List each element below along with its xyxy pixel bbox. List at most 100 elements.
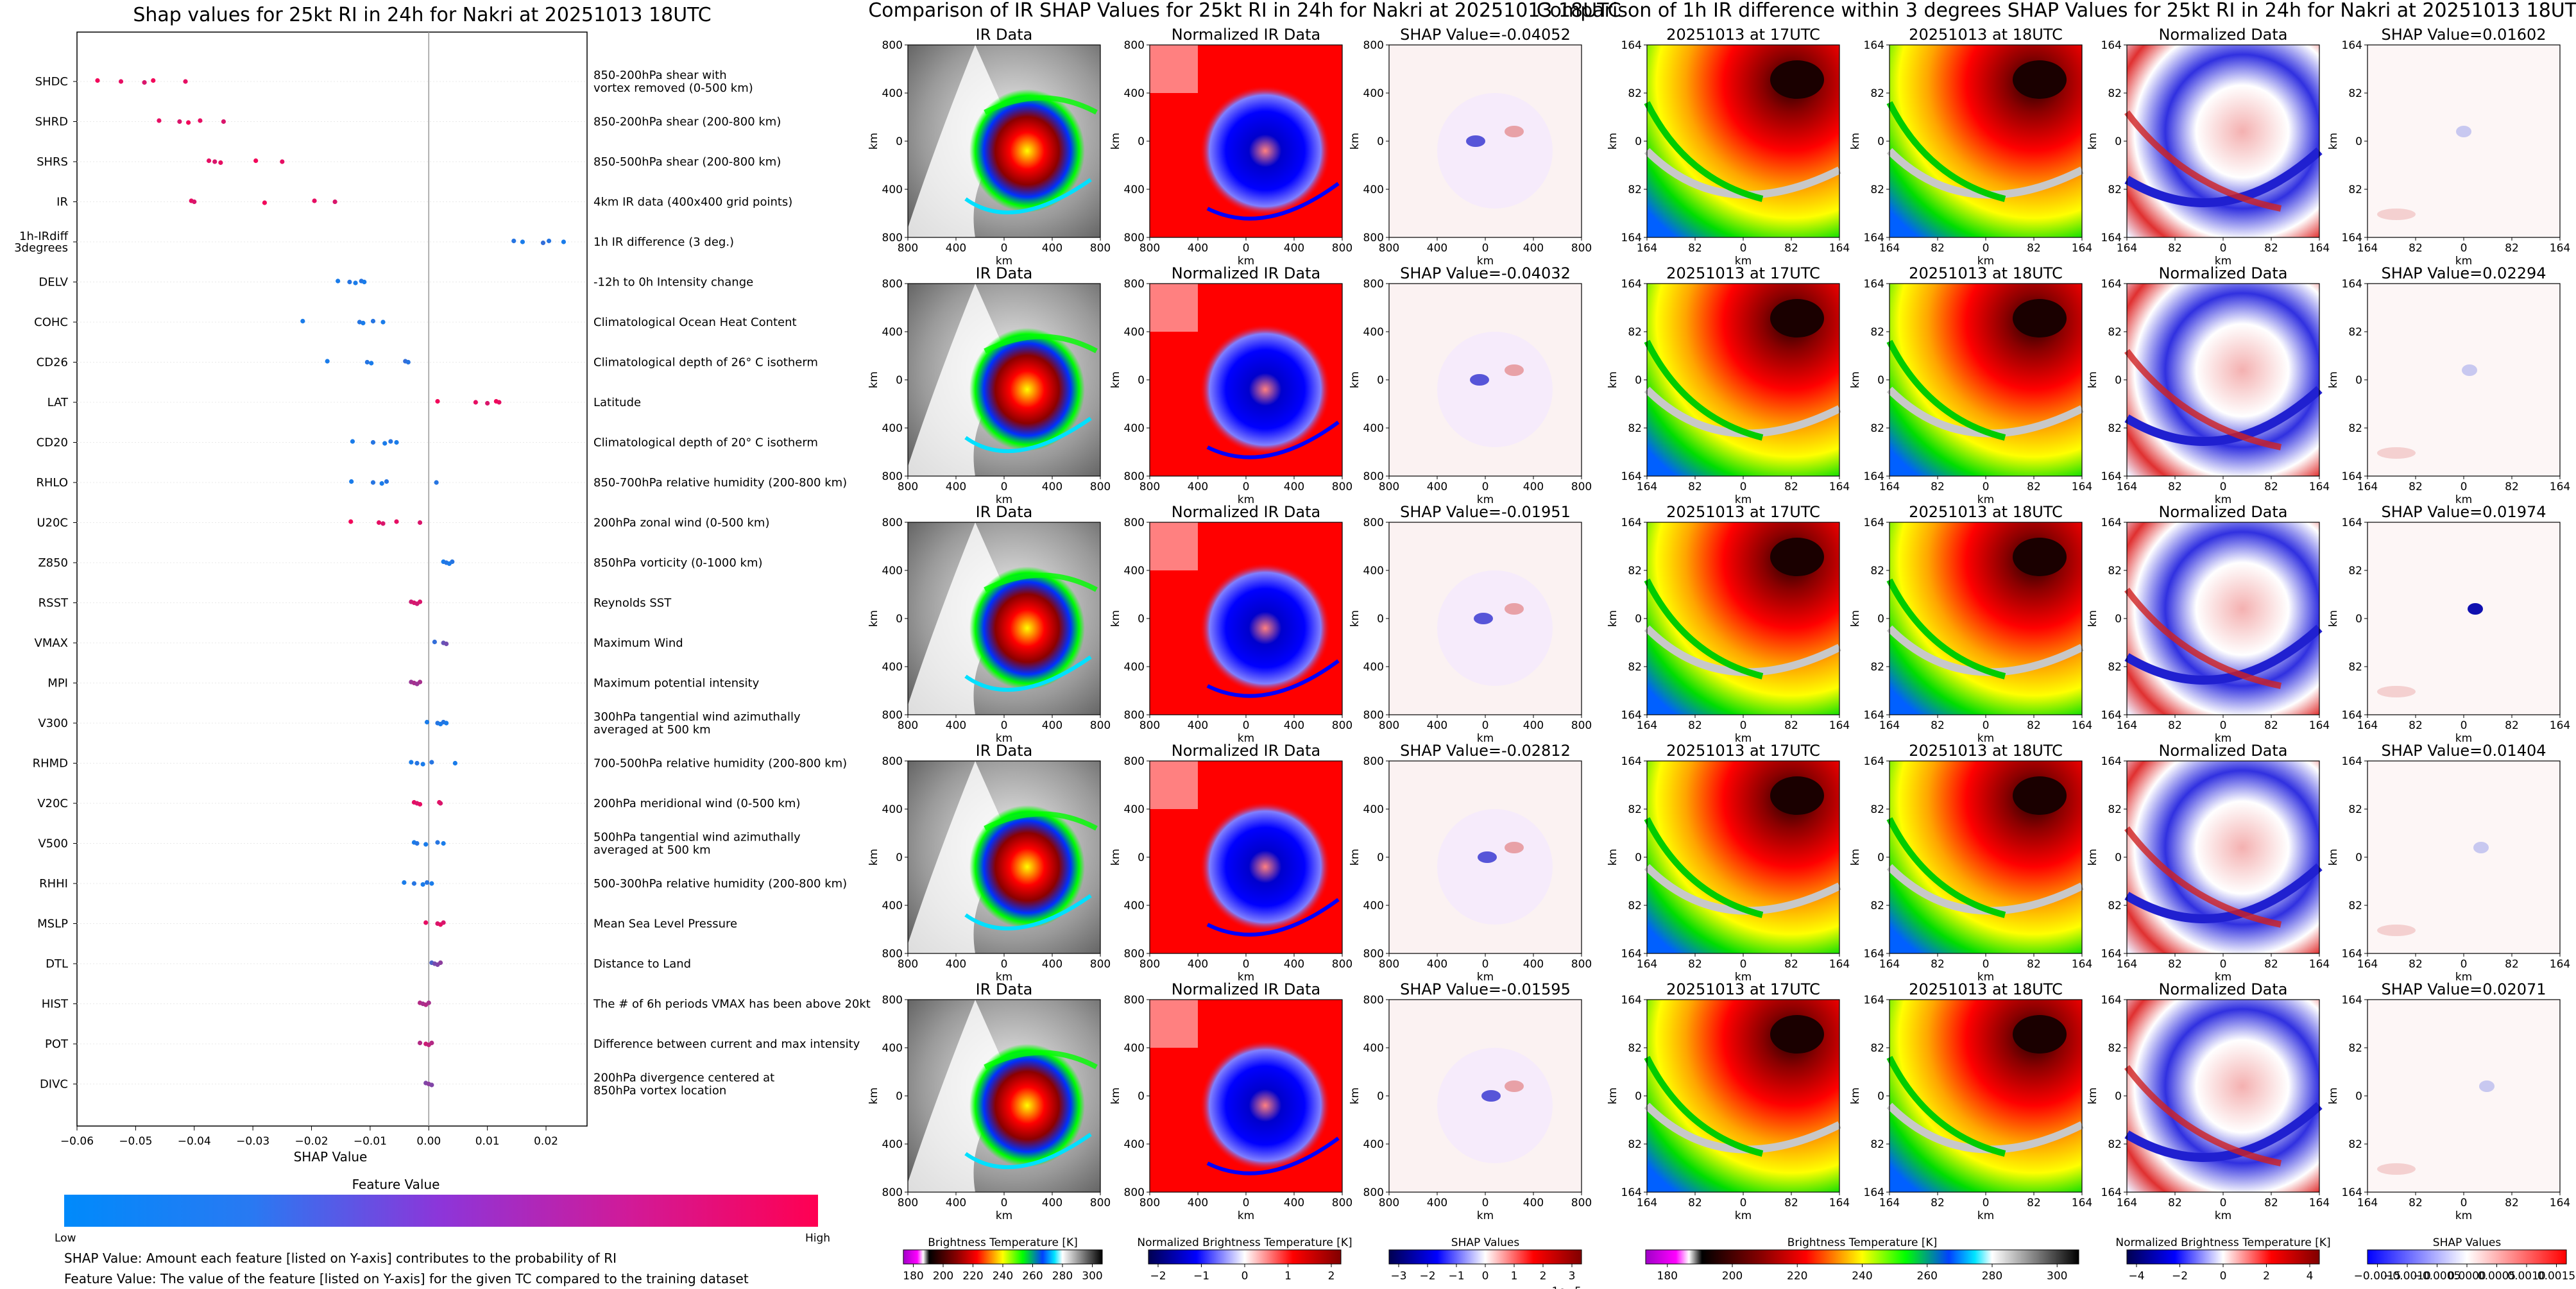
x-tick-label: 82	[2168, 242, 2182, 255]
diff-green-band	[1644, 578, 1764, 679]
x-tick-label: 800	[1090, 958, 1111, 971]
y-tick-label: 800	[882, 948, 903, 960]
shap-point	[435, 840, 440, 845]
shap-point	[336, 278, 341, 284]
subplot-title: SHAP Value=0.01974	[2381, 503, 2546, 521]
y-tick-label: 0	[1877, 613, 1884, 626]
y-tick-label: 800	[1124, 948, 1145, 960]
x-tick-label: 0	[1001, 481, 1008, 493]
diff-norm-colorbar-tick-label: −4	[2128, 1270, 2144, 1283]
feature-label: IR	[56, 196, 68, 209]
diff-norm-colorbar-tick-label: 4	[2307, 1270, 2314, 1283]
shap-diff-background	[2367, 284, 2560, 476]
subplot-ylabel: km	[867, 849, 880, 866]
ir-storm-core	[969, 89, 1085, 212]
norm-ir-storm	[1200, 563, 1331, 694]
x-tick-label: −0.06	[60, 1135, 94, 1148]
ir-bt-colorbar-tick-label: 200	[933, 1270, 953, 1283]
norm-ir-corner	[1150, 522, 1198, 570]
diff-cold-core	[2013, 776, 2067, 815]
x-tick-label: 164	[2309, 958, 2330, 971]
shap-point	[441, 920, 446, 925]
ir-bt-colorbar-tick-label: 240	[993, 1270, 1013, 1283]
y-tick-label: 164	[2342, 232, 2362, 244]
y-tick-label: 400	[882, 87, 903, 100]
shap-point	[221, 119, 226, 124]
x-tick-label: 82	[1688, 481, 1702, 493]
subplot-title: Normalized Data	[2158, 742, 2287, 760]
diff-gray-band	[1644, 386, 1841, 438]
diff-cold-core	[1770, 538, 1824, 576]
diff-shap-colorbar-tick-label: −0.0010	[2384, 1270, 2431, 1283]
ir-bt-colorbar-tick-label: 220	[962, 1270, 983, 1283]
x-tick-label: 164	[1829, 719, 1850, 732]
y-tick-label: 800	[882, 39, 903, 52]
diff-green-band	[1886, 817, 2006, 918]
shap-diff-hotspot	[2462, 364, 2477, 376]
y-tick-label: 400	[1124, 422, 1145, 435]
y-tick-label: 0	[2115, 135, 2122, 148]
shap-point	[218, 160, 223, 166]
x-tick-label: 400	[946, 719, 966, 732]
x-tick-label: 400	[1188, 958, 1208, 971]
subplot-ylabel: km	[1849, 371, 1862, 388]
y-tick-label: 400	[1124, 900, 1145, 912]
subplot-xlabel: km	[1477, 255, 1494, 268]
y-tick-label: 800	[1363, 948, 1384, 960]
x-axis-label: SHAP Value	[294, 1149, 368, 1165]
feature-description: Latitude	[593, 396, 641, 409]
x-tick-label: 800	[1571, 481, 1592, 493]
y-tick-label: 164	[1864, 948, 1884, 960]
y-tick-label: 164	[1864, 39, 1884, 52]
y-tick-label: 82	[1870, 87, 1884, 100]
feature-label: DTL	[46, 957, 68, 971]
subplot-ylabel: km	[1849, 1088, 1862, 1104]
x-tick-label: 0	[1001, 1197, 1008, 1209]
x-tick-label: 82	[1931, 958, 1945, 971]
shap-point	[434, 480, 439, 485]
x-tick-label: 400	[1188, 242, 1208, 255]
shap-point	[95, 78, 100, 83]
shap-point	[370, 480, 376, 485]
summary-plot-title: Shap values for 25kt RI in 24h for Nakri…	[133, 4, 711, 26]
ir-spiral-band	[964, 178, 1092, 215]
subplot-ylabel: km	[1607, 849, 1619, 866]
x-tick-label: 800	[1332, 719, 1352, 732]
y-tick-label: 164	[2101, 948, 2122, 960]
y-tick-label: 400	[882, 422, 903, 435]
subplot-ylabel: km	[2086, 133, 2099, 149]
x-tick-label: 164	[1637, 242, 1657, 255]
feature-description: Climatological depth of 20° C isotherm	[593, 436, 818, 450]
y-tick-label: 164	[2342, 39, 2362, 52]
subplot-xlabel: km	[2455, 493, 2472, 506]
subplot-title: IR Data	[976, 742, 1033, 760]
y-tick-label: 400	[882, 565, 903, 577]
x-tick-label: 400	[1523, 719, 1544, 732]
ir-bt-colorbar-tick-label: 260	[1022, 1270, 1043, 1283]
x-tick-label: −0.02	[294, 1135, 328, 1148]
subplot-title: Normalized Data	[2158, 503, 2287, 521]
subplot-title: Normalized IR Data	[1172, 980, 1320, 998]
x-tick-label: 800	[1332, 242, 1352, 255]
y-tick-label: 800	[1124, 232, 1145, 244]
subplot-ylabel: km	[1607, 610, 1619, 627]
footnote-feature: Feature Value: The value of the feature …	[64, 1271, 749, 1286]
shap-point	[432, 639, 438, 645]
colorbar-low-label: Low	[55, 1232, 76, 1245]
x-tick-label: 400	[1284, 719, 1304, 732]
ir-storm-core	[969, 567, 1085, 690]
ir-spiral-band	[964, 1132, 1092, 1170]
shap-diff-hotspot	[2479, 1080, 2495, 1092]
x-tick-label: 82	[2505, 1197, 2519, 1209]
subplot-title: Normalized Data	[2158, 264, 2287, 282]
y-tick-label: 400	[1363, 900, 1384, 912]
x-tick-label: 800	[1090, 1197, 1111, 1209]
subplot-ylabel: km	[2327, 610, 2340, 627]
y-tick-label: 0	[1877, 135, 1884, 148]
subplot-xlabel: km	[1977, 971, 1994, 984]
subplot-ylabel: km	[867, 133, 880, 149]
y-tick-label: 800	[882, 278, 903, 291]
subplot-ylabel: km	[2327, 133, 2340, 149]
y-tick-label: 164	[1621, 755, 1642, 768]
subplot-xlabel: km	[2215, 971, 2231, 984]
